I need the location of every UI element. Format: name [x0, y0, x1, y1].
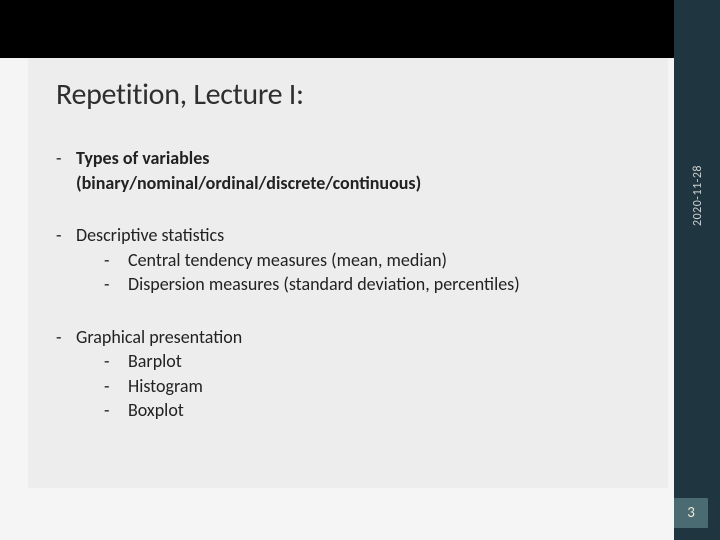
bullet-spacer — [56, 172, 76, 195]
subitem-text: Central tendency measures (mean, median) — [128, 249, 447, 272]
bullet-dash: - — [104, 249, 128, 272]
subitem-text: Dispersion measures (standard deviation,… — [128, 273, 520, 296]
item-text: Types of variables — [76, 147, 209, 170]
subitem-text: Barplot — [128, 350, 182, 373]
slide-title: Repetition, Lecture I: — [56, 76, 640, 113]
slide-container: Repetition, Lecture I: - Types of variab… — [0, 0, 720, 540]
subitem-text: Boxplot — [128, 399, 184, 422]
bullet-dash: - — [104, 350, 128, 373]
bullet-dash: - — [56, 147, 76, 170]
item-detail: (binary/nominal/ordinal/discrete/continu… — [76, 172, 421, 195]
item-text: Graphical presentation — [76, 326, 242, 349]
bullet-dash: - — [56, 326, 76, 349]
top-dark-bar — [0, 0, 720, 58]
subitem-text: Histogram — [128, 375, 203, 398]
list-item: - Graphical presentation - Barplot - His… — [56, 326, 640, 422]
content-card: Repetition, Lecture I: - Types of variab… — [28, 58, 668, 488]
page-number-badge: 3 — [674, 498, 708, 528]
item-text: Descriptive statistics — [76, 224, 224, 247]
right-dark-band — [674, 0, 720, 540]
bullet-dash: - — [56, 224, 76, 247]
date-label: 2020-11-28 — [691, 165, 705, 226]
bullet-dash: - — [104, 375, 128, 398]
bullet-dash: - — [104, 399, 128, 422]
list-item: - Types of variables (binary/nominal/ord… — [56, 147, 640, 194]
bullet-dash: - — [104, 273, 128, 296]
list-item: - Descriptive statistics - Central tende… — [56, 224, 640, 296]
